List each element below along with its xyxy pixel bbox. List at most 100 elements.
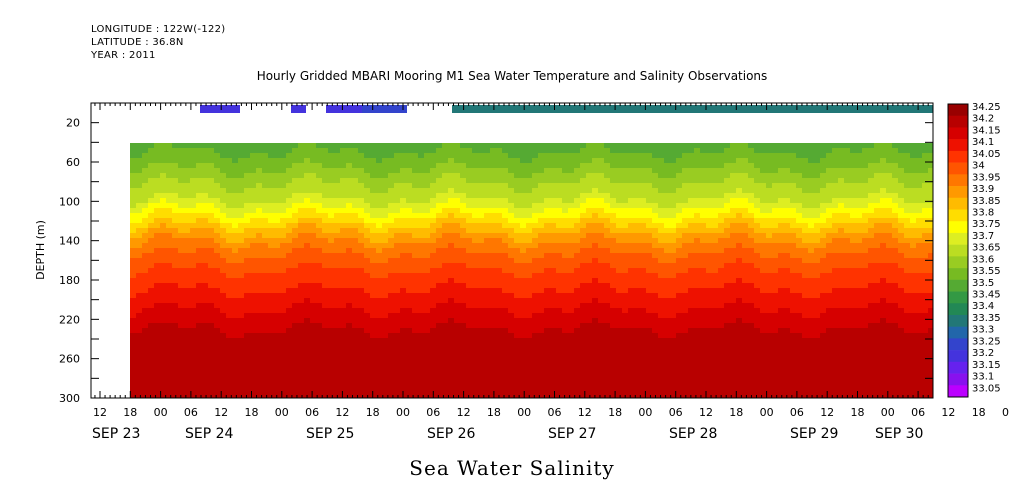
salinity-cell: [502, 163, 509, 169]
salinity-cell: [136, 178, 143, 184]
salinity-cell: [646, 183, 653, 189]
salinity-cell: [334, 288, 341, 294]
salinity-cell: [544, 248, 551, 254]
salinity-cell: [166, 218, 173, 224]
salinity-cell: [232, 293, 239, 299]
salinity-cell: [334, 143, 341, 149]
salinity-cell: [430, 158, 437, 164]
salinity-cell: [130, 143, 137, 149]
salinity-cell: [568, 163, 575, 169]
salinity-cell: [592, 288, 599, 294]
salinity-cell: [652, 373, 659, 379]
salinity-cell: [370, 278, 377, 284]
salinity-cell: [358, 173, 365, 179]
salinity-cell: [154, 188, 161, 194]
salinity-cell: [688, 163, 695, 169]
salinity-cell: [298, 253, 305, 259]
salinity-cell: [334, 188, 341, 194]
salinity-cell: [706, 338, 713, 344]
salinity-cell: [568, 153, 575, 159]
salinity-cell: [448, 263, 455, 269]
salinity-cell: [394, 368, 401, 374]
salinity-cell: [334, 228, 341, 234]
salinity-cell: [424, 163, 431, 169]
salinity-cell: [202, 333, 209, 339]
salinity-cell: [412, 168, 419, 174]
salinity-cell: [304, 363, 311, 369]
salinity-cell: [688, 323, 695, 329]
salinity-cell: [514, 248, 521, 254]
salinity-cell: [526, 148, 533, 154]
salinity-cell: [400, 183, 407, 189]
salinity-cell: [286, 318, 293, 324]
salinity-cell: [334, 233, 341, 239]
salinity-cell: [448, 378, 455, 384]
salinity-cell: [202, 208, 209, 214]
salinity-cell: [634, 303, 641, 309]
salinity-cell: [328, 178, 335, 184]
salinity-cell: [274, 388, 281, 394]
salinity-cell: [532, 218, 539, 224]
salinity-cell: [652, 368, 659, 374]
salinity-cell: [364, 203, 371, 209]
salinity-cell: [496, 233, 503, 239]
salinity-cell: [190, 178, 197, 184]
salinity-cell: [202, 308, 209, 314]
salinity-cell: [280, 218, 287, 224]
salinity-cell: [370, 308, 377, 314]
salinity-cell: [196, 243, 203, 249]
salinity-cell: [226, 268, 233, 274]
salinity-cell: [268, 178, 275, 184]
salinity-cell: [526, 343, 533, 349]
salinity-cell: [394, 258, 401, 264]
salinity-cell: [244, 143, 251, 149]
salinity-cell: [184, 393, 191, 398]
salinity-cell: [160, 373, 167, 379]
salinity-cell: [496, 303, 503, 309]
salinity-cell: [430, 233, 437, 239]
salinity-cell: [214, 318, 221, 324]
salinity-cell: [298, 158, 305, 164]
salinity-cell: [574, 168, 581, 174]
salinity-cell: [370, 343, 377, 349]
salinity-cell: [214, 393, 221, 398]
salinity-cell: [646, 353, 653, 359]
salinity-cell: [430, 298, 437, 304]
salinity-cell: [688, 248, 695, 254]
salinity-cell: [496, 353, 503, 359]
salinity-cell: [196, 183, 203, 189]
salinity-cell: [226, 168, 233, 174]
salinity-cell: [220, 308, 227, 314]
salinity-cell: [376, 288, 383, 294]
salinity-cell: [322, 358, 329, 364]
salinity-cell: [652, 363, 659, 369]
salinity-cell: [538, 228, 545, 234]
salinity-cell: [670, 273, 677, 279]
salinity-cell: [226, 368, 233, 374]
salinity-cell: [154, 273, 161, 279]
salinity-cell: [220, 233, 227, 239]
salinity-cell: [472, 343, 479, 349]
salinity-cell: [412, 388, 419, 394]
salinity-cell: [712, 298, 719, 304]
salinity-cell: [592, 143, 599, 149]
salinity-cell: [298, 218, 305, 224]
salinity-cell: [448, 233, 455, 239]
salinity-cell: [142, 343, 149, 349]
salinity-cell: [238, 343, 245, 349]
salinity-cell: [706, 228, 713, 234]
salinity-cell: [478, 388, 485, 394]
salinity-cell: [268, 323, 275, 329]
salinity-cell: [178, 368, 185, 374]
salinity-cell: [622, 178, 629, 184]
salinity-cell: [658, 238, 665, 244]
salinity-cell: [370, 348, 377, 354]
salinity-cell: [226, 203, 233, 209]
salinity-cell: [436, 323, 443, 329]
salinity-cell: [148, 183, 155, 189]
salinity-cell: [340, 268, 347, 274]
salinity-cell: [586, 378, 593, 384]
salinity-cell: [556, 343, 563, 349]
salinity-cell: [562, 388, 569, 394]
salinity-cell: [202, 298, 209, 304]
